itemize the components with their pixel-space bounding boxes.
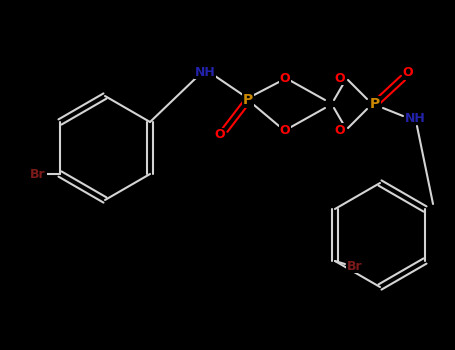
Text: O: O — [280, 124, 290, 136]
Text: O: O — [335, 71, 345, 84]
Text: P: P — [370, 97, 380, 111]
Text: Br: Br — [347, 259, 363, 273]
Text: Br: Br — [30, 168, 46, 181]
Text: O: O — [215, 128, 225, 141]
Text: O: O — [335, 124, 345, 136]
Text: NH: NH — [195, 65, 215, 78]
Text: P: P — [243, 93, 253, 107]
Text: NH: NH — [404, 112, 425, 125]
Text: O: O — [403, 66, 413, 79]
Text: O: O — [280, 71, 290, 84]
